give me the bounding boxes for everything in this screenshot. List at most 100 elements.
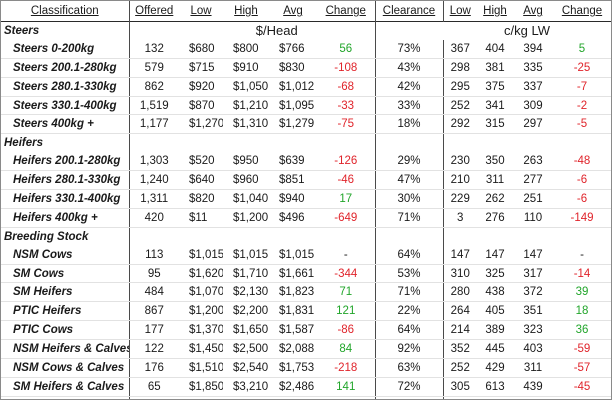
row-classification: SM Heifers — [1, 282, 130, 303]
row-high: $1,040 — [223, 189, 269, 209]
table-row: NSM Cows 113 $1,015 $1,015 $1,015-64% 147 147 1… — [1, 245, 611, 265]
row-low: $1,510 — [179, 358, 223, 378]
row-classification: SM Cows — [1, 264, 130, 284]
row-clearance: 30% — [375, 189, 444, 209]
row-high-lw: 276 — [477, 208, 513, 228]
row-high-lw: 375 — [477, 77, 513, 97]
row-low-lw: 223 — [443, 396, 477, 399]
row-avg: $1,012 — [269, 77, 317, 97]
row-classification: NSM Cows & Calves — [1, 358, 130, 378]
row-classification: PTIC Cows — [1, 320, 130, 341]
row-offered: 1,177 — [129, 114, 179, 135]
row-avg-lw: 317 — [513, 264, 553, 284]
row-change-lw: -2 — [553, 96, 611, 116]
row-clearance: 18% — [375, 114, 444, 135]
row-offered: 420 — [129, 208, 179, 228]
table-row: Heifers 200.1-280kg 1,303 $520 $950 $639 -126… — [1, 152, 611, 172]
row-high: $1,015 — [223, 245, 269, 265]
row-high: $910 — [223, 58, 269, 78]
row-low: $520 — [179, 152, 223, 172]
row-high-lw: 311 — [477, 170, 513, 191]
row-classification: SM Heifers & Calves — [1, 377, 130, 397]
row-high-lw: 438 — [477, 282, 513, 303]
row-change-lw: -57 — [553, 358, 611, 378]
header-high-lw: High — [483, 5, 507, 17]
row-avg: $1,753 — [269, 358, 317, 378]
row-high: $1,650 — [223, 320, 269, 341]
row-classification: Heifers 330.1-400kg — [1, 189, 130, 209]
row-avg-lw: 110 — [513, 208, 553, 228]
row-high-lw: 429 — [477, 358, 513, 378]
row-low: $1,850 — [179, 377, 223, 397]
row-low: $1,070 — [179, 282, 223, 303]
row-offered: 132 — [129, 39, 179, 59]
row-classification: Steers 400kg + — [1, 114, 130, 135]
row-low: $870 — [179, 96, 223, 116]
header-low: Low — [190, 5, 212, 17]
row-high: $1,710 — [223, 264, 269, 284]
row-low: $680 — [179, 39, 223, 59]
row-high: $1,200 — [223, 208, 269, 228]
row-avg: $1,279 — [269, 114, 317, 135]
row-low: $820 — [179, 189, 223, 209]
row-change-lw: -7 — [553, 77, 611, 97]
row-high-lw: 262 — [477, 189, 513, 209]
row-low: $1,370 — [179, 320, 223, 341]
row-high: $2,130 — [223, 282, 269, 303]
row-avg-lw: 277 — [513, 170, 553, 191]
table-row: Steers 330.1-400kg 1,519 $870 $1,210 $1,095-… — [1, 96, 611, 116]
row-offered: 1,303 — [129, 152, 179, 172]
row-high: $2,500 — [223, 339, 269, 360]
row-avg: $2,088 — [269, 339, 317, 360]
row-avg-lw: 351 — [513, 301, 553, 322]
table-row: PTIC Heifers 867 $1,200 $2,200 $1,831 121 22% 2… — [1, 301, 611, 322]
header-row: Classification Offered Low High Avg Chan… — [1, 1, 611, 22]
row-offered: 95 — [129, 264, 179, 284]
row-low: $1,100 — [179, 396, 223, 399]
table-row: SM Cows & Calves354$1,100$2,520$1,808-20… — [1, 396, 611, 399]
row-low: $1,015 — [179, 245, 223, 265]
row-high: $960 — [223, 170, 269, 191]
row-offered: 122 — [129, 339, 179, 360]
row-change: -46 — [317, 170, 376, 191]
row-low: $1,270 — [179, 114, 223, 135]
row-change: -86 — [317, 320, 376, 341]
row-clearance: 72% — [375, 377, 444, 397]
row-change: 141 — [317, 377, 376, 397]
row-classification: PTIC Heifers — [1, 301, 130, 322]
row-low-lw: 298 — [443, 58, 477, 78]
category-row-steers: Steers $/Head c/kg LW — [1, 20, 611, 40]
table-row: NSM Cows & Calves 176 $1,510 $2,540 $1,753 -2… — [1, 358, 611, 378]
row-classification: Heifers 200.1-280kg — [1, 152, 130, 172]
row-avg: $2,486 — [269, 377, 317, 397]
row-change: -649 — [317, 208, 376, 228]
row-low-lw: 252 — [443, 358, 477, 378]
row-classification: Steers 330.1-400kg — [1, 96, 130, 116]
table-row: Steers 400kg +1,177 $1,270 $1,310 $1,279 -75… — [1, 114, 611, 135]
table-row: SM Heifers 484 $1,070 $2,130 $1,823 71 71% 280 4… — [1, 282, 611, 303]
row-high-lw: 147 — [477, 245, 513, 265]
header-change: Change — [317, 1, 376, 22]
unit-head-label: $/Head — [179, 20, 375, 40]
row-change: 84 — [317, 339, 376, 360]
row-offered: 113 — [129, 245, 179, 265]
row-high-lw: 445 — [477, 339, 513, 360]
row-change: -218 — [317, 358, 376, 378]
row-high-lw: 389 — [477, 320, 513, 341]
row-avg: $940 — [269, 189, 317, 209]
row-avg: $1,808 — [269, 396, 317, 399]
row-high: $2,540 — [223, 358, 269, 378]
row-high-lw: 456 — [477, 396, 513, 399]
row-avg: $1,587 — [269, 320, 317, 341]
row-clearance: 92% — [375, 339, 444, 360]
row-change-lw: -6 — [553, 170, 611, 191]
row-change-lw: -149 — [553, 208, 611, 228]
row-low-lw: 147 — [443, 245, 477, 265]
table-row: Heifers 400kg +420 $11 $1,200 $496 -649 71% 3 2… — [1, 208, 611, 228]
table-row: SM Heifers & Calves 65 $1,850 $3,210 $2,486 1… — [1, 377, 611, 397]
category-label: Steers — [1, 20, 130, 40]
row-change-lw: -48 — [553, 152, 611, 172]
row-offered: 579 — [129, 58, 179, 78]
row-avg-lw: 251 — [513, 189, 553, 209]
